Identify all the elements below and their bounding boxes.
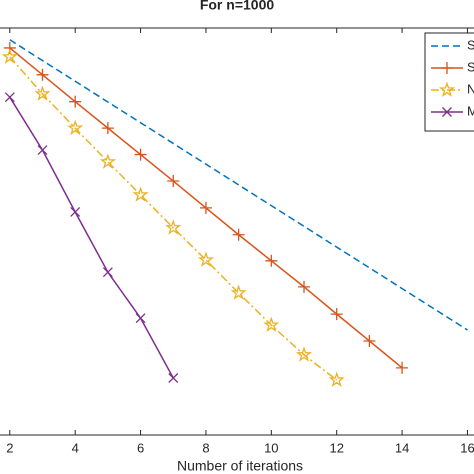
marker (438, 81, 456, 97)
marker (298, 280, 311, 293)
x-tick-label: 12 (329, 440, 343, 455)
x-axis-label: Number of iterations (177, 458, 303, 474)
x-tick-label: 2 (6, 440, 13, 455)
marker (197, 251, 214, 267)
marker (99, 153, 117, 169)
legend-label: N (467, 81, 474, 96)
marker (328, 371, 345, 387)
marker (330, 308, 343, 321)
x-tick-label: 14 (395, 440, 409, 455)
marker (295, 346, 313, 362)
marker (363, 334, 376, 347)
x-tick-label: 8 (202, 440, 209, 455)
marker (168, 373, 179, 383)
series-line (9, 56, 338, 381)
legend-label: S (467, 59, 474, 74)
marker (442, 107, 452, 117)
chart-title: For n=1000 (200, 0, 275, 13)
marker (263, 316, 280, 333)
marker (67, 119, 84, 136)
x-tick-label: 16 (460, 440, 474, 455)
legend-label: S (467, 37, 474, 52)
marker (199, 201, 212, 214)
x-tick-label: 10 (264, 440, 278, 455)
marker (232, 228, 245, 241)
marker (34, 85, 51, 101)
marker (37, 145, 48, 156)
marker (265, 254, 278, 267)
marker (1, 48, 18, 64)
series-line (9, 39, 468, 331)
marker (167, 175, 180, 188)
marker (165, 219, 182, 235)
marker (70, 207, 81, 217)
marker (134, 148, 147, 161)
legend-label: M (467, 103, 474, 118)
marker (396, 361, 409, 374)
x-tick-label: 6 (137, 440, 144, 455)
marker (36, 68, 49, 81)
marker (4, 92, 15, 103)
marker (441, 62, 453, 74)
marker (101, 122, 114, 135)
marker (132, 186, 149, 202)
marker (230, 284, 247, 300)
marker (135, 313, 146, 324)
marker (102, 267, 113, 278)
series-line (9, 96, 174, 379)
marker (69, 95, 82, 108)
x-tick-label: 4 (72, 440, 79, 455)
